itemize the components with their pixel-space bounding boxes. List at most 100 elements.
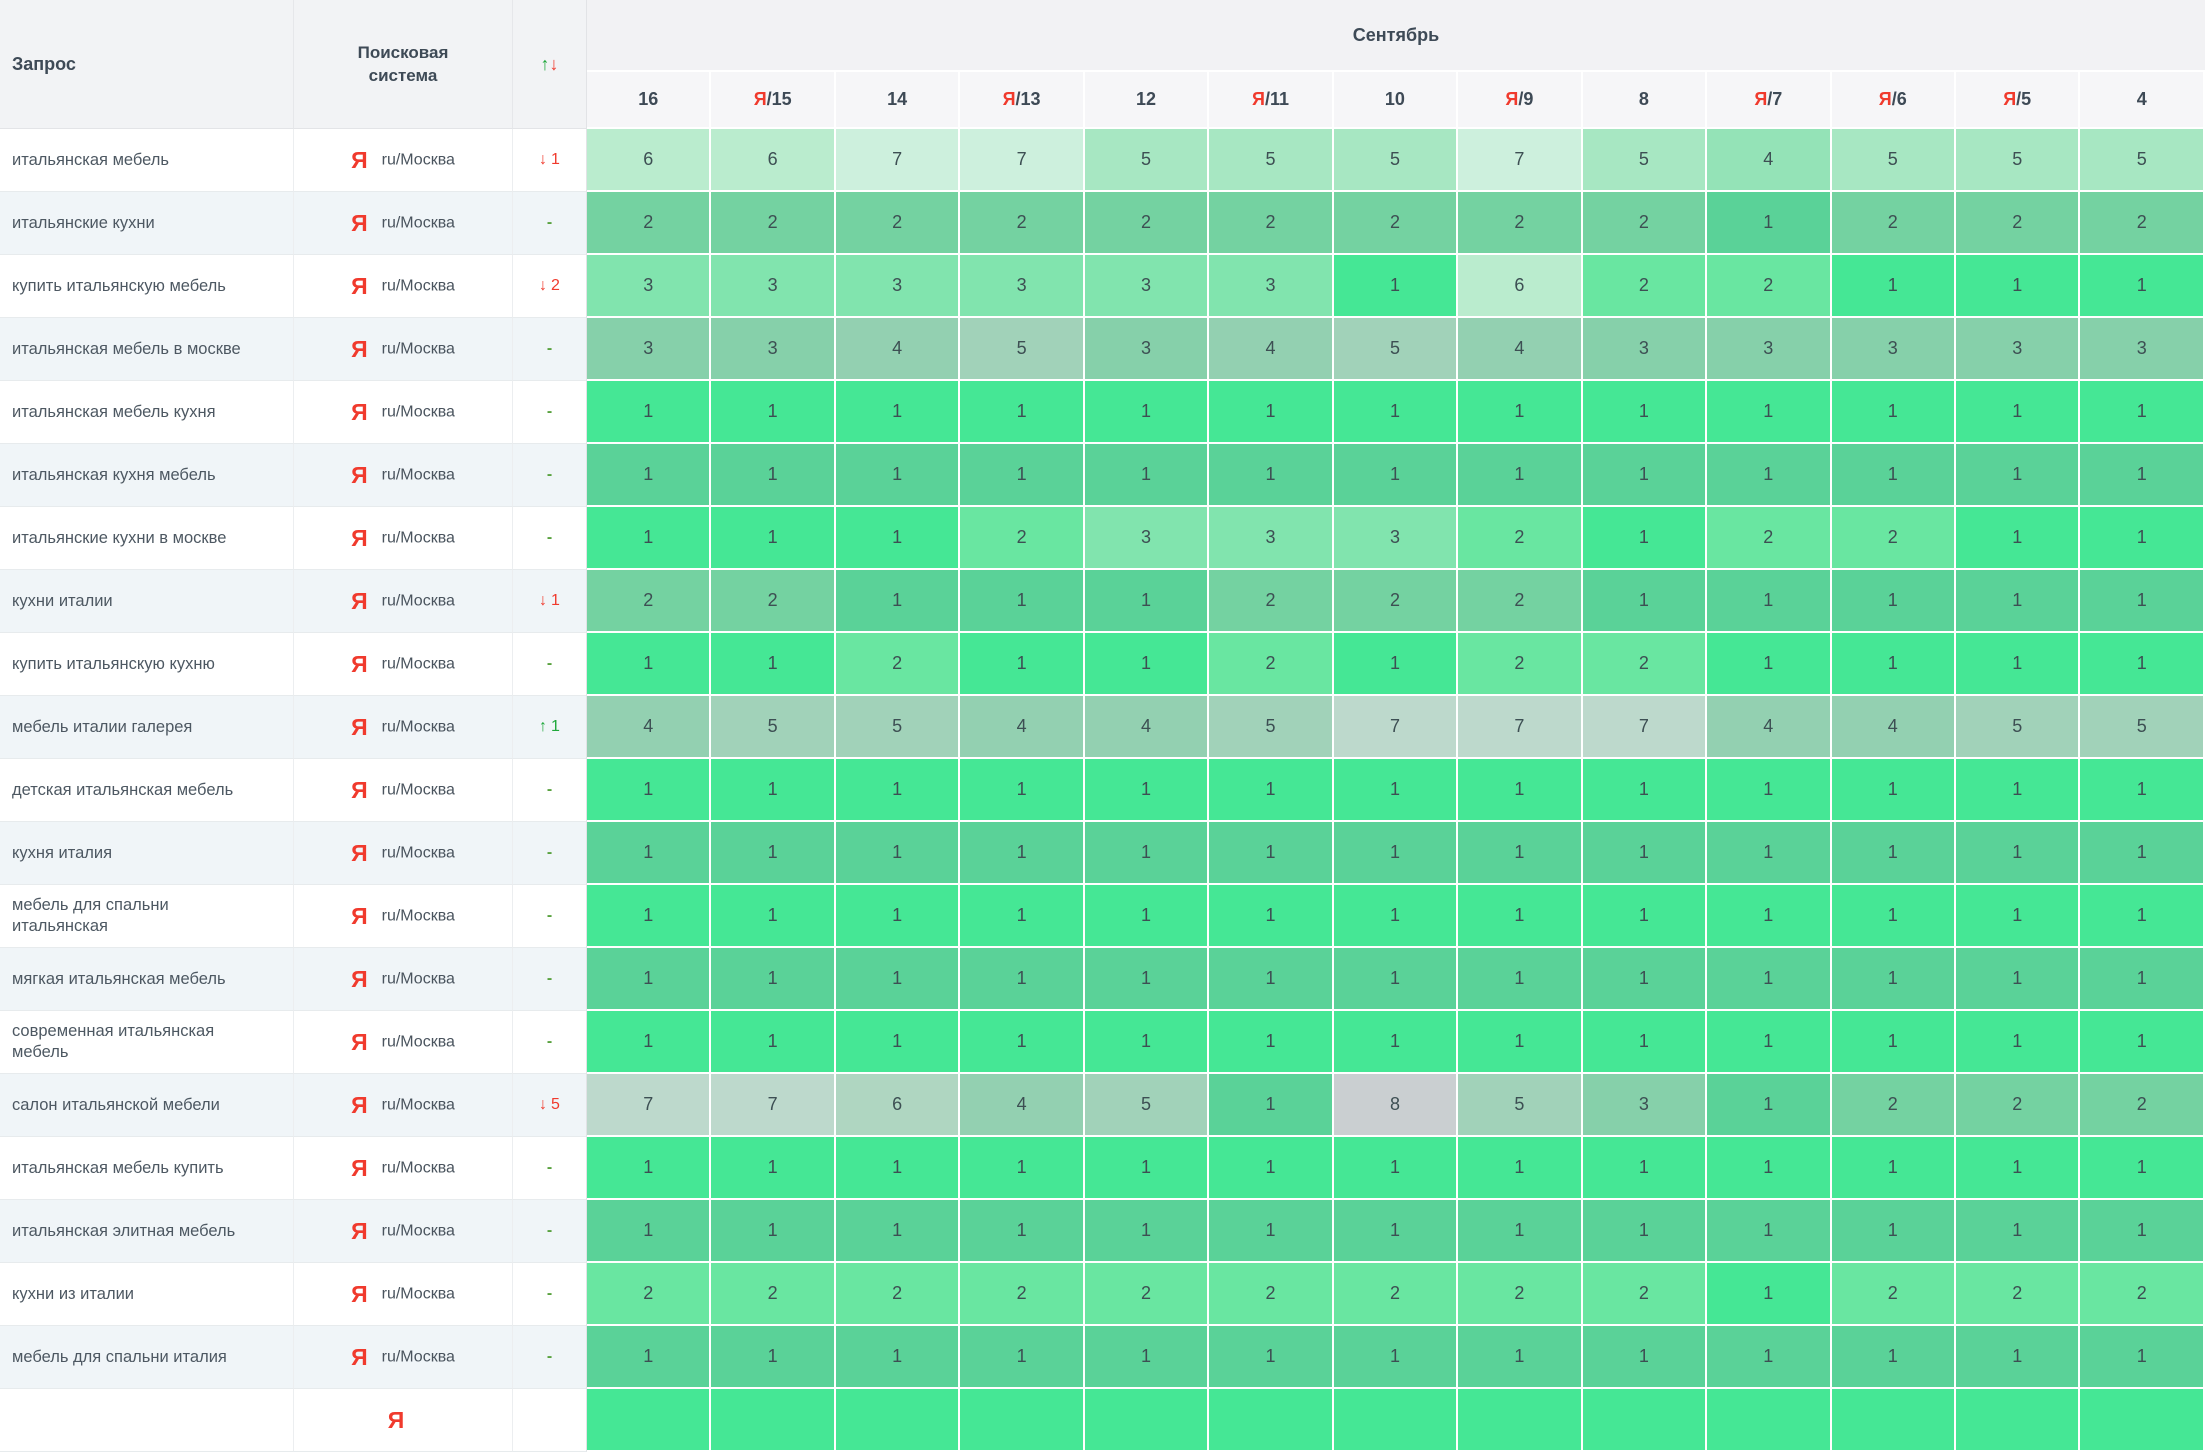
position-cell[interactable]: 7 [1458, 696, 1583, 759]
position-cell[interactable]: 4 [835, 318, 961, 381]
date-column-header-yandex-update[interactable]: Я/15 [711, 70, 836, 129]
position-cell[interactable]: 5 [2080, 129, 2205, 192]
position-cell[interactable]: 1 [835, 570, 961, 633]
position-cell[interactable] [1458, 1389, 1583, 1452]
date-column-header[interactable]: 4 [2080, 70, 2205, 129]
position-cell[interactable]: 5 [711, 696, 836, 759]
position-cell[interactable]: 3 [711, 318, 836, 381]
query-cell[interactable]: итальянская мебель в москве [0, 318, 293, 381]
date-column-header-yandex-update[interactable]: Я/5 [1955, 70, 2081, 129]
position-cell[interactable]: 1 [2080, 1200, 2205, 1263]
position-cell[interactable]: 2 [1209, 570, 1334, 633]
position-cell[interactable]: 7 [711, 1074, 836, 1137]
position-cell[interactable]: 1 [2080, 1137, 2205, 1200]
position-cell[interactable]: 5 [1084, 129, 1210, 192]
position-cell[interactable]: 1 [835, 381, 961, 444]
position-cell[interactable]: 1 [1707, 1200, 1832, 1263]
position-cell[interactable]: 1 [1582, 570, 1708, 633]
position-cell[interactable] [1707, 1389, 1832, 1452]
position-cell[interactable]: 4 [1707, 129, 1832, 192]
position-cell[interactable]: 4 [1209, 318, 1334, 381]
query-cell[interactable]: итальянская кухня мебель [0, 444, 293, 507]
position-cell[interactable]: 1 [1582, 381, 1708, 444]
position-cell[interactable]: 1 [960, 570, 1085, 633]
position-cell[interactable]: 1 [960, 1011, 1085, 1074]
position-cell[interactable]: 1 [1084, 759, 1210, 822]
position-cell[interactable]: 7 [1458, 129, 1583, 192]
position-cell[interactable]: 1 [587, 948, 712, 1011]
position-cell[interactable]: 7 [587, 1074, 712, 1137]
position-cell[interactable]: 1 [960, 1200, 1085, 1263]
date-column-header[interactable]: 16 [587, 70, 712, 129]
query-cell[interactable]: детская итальянская мебель [0, 759, 293, 822]
position-cell[interactable]: 1 [835, 822, 961, 885]
date-column-header[interactable]: 14 [835, 70, 961, 129]
position-cell[interactable]: 5 [1955, 696, 2081, 759]
position-cell[interactable]: 1 [2080, 1326, 2205, 1389]
date-column-header-yandex-update[interactable]: Я/11 [1209, 70, 1334, 129]
query-cell[interactable]: итальянская элитная мебель [0, 1200, 293, 1263]
position-cell[interactable]: 1 [1955, 1137, 2081, 1200]
position-cell[interactable]: 5 [1209, 129, 1334, 192]
position-cell[interactable]: 1 [1582, 948, 1708, 1011]
position-cell[interactable] [1582, 1389, 1708, 1452]
position-cell[interactable]: 1 [835, 1200, 961, 1263]
position-cell[interactable]: 1 [1955, 948, 2081, 1011]
position-cell[interactable]: 2 [711, 192, 836, 255]
position-cell[interactable]: 3 [1084, 318, 1210, 381]
position-cell[interactable] [1333, 1389, 1459, 1452]
position-cell[interactable]: 6 [1458, 255, 1583, 318]
position-cell[interactable]: 1 [587, 1326, 712, 1389]
position-cell[interactable]: 5 [1209, 696, 1334, 759]
position-cell[interactable]: 1 [1707, 570, 1832, 633]
position-cell[interactable]: 1 [2080, 948, 2205, 1011]
position-cell[interactable]: 1 [1831, 444, 1956, 507]
position-cell[interactable]: 5 [1333, 318, 1459, 381]
position-cell[interactable]: 1 [1209, 381, 1334, 444]
position-cell[interactable]: 1 [1955, 1200, 2081, 1263]
position-cell[interactable]: 2 [1458, 1263, 1583, 1326]
position-cell[interactable]: 1 [960, 1326, 1085, 1389]
position-cell[interactable]: 2 [1955, 1074, 2081, 1137]
position-cell[interactable]: 4 [1707, 696, 1832, 759]
position-cell[interactable]: 2 [1084, 1263, 1210, 1326]
position-cell[interactable]: 5 [2080, 696, 2205, 759]
position-cell[interactable]: 5 [835, 696, 961, 759]
position-cell[interactable]: 1 [960, 444, 1085, 507]
position-cell[interactable]: 3 [1707, 318, 1832, 381]
position-cell[interactable]: 1 [1333, 948, 1459, 1011]
position-cell[interactable]: 1 [1458, 1137, 1583, 1200]
position-cell[interactable]: 1 [1707, 1326, 1832, 1389]
position-cell[interactable]: 2 [960, 192, 1085, 255]
query-cell[interactable]: мягкая итальянская мебель [0, 948, 293, 1011]
date-column-header-yandex-update[interactable]: Я/13 [960, 70, 1085, 129]
position-cell[interactable]: 1 [835, 507, 961, 570]
position-cell[interactable]: 4 [960, 696, 1085, 759]
position-cell[interactable]: 1 [960, 633, 1085, 696]
position-cell[interactable]: 1 [587, 1011, 712, 1074]
position-cell[interactable]: 2 [1831, 192, 1956, 255]
position-cell[interactable]: 2 [1209, 1263, 1334, 1326]
position-cell[interactable]: 4 [1458, 318, 1583, 381]
position-cell[interactable] [1209, 1389, 1334, 1452]
position-cell[interactable]: 1 [587, 381, 712, 444]
position-cell[interactable]: 4 [1831, 696, 1956, 759]
position-cell[interactable]: 2 [960, 1263, 1085, 1326]
position-cell[interactable]: 2 [711, 1263, 836, 1326]
position-cell[interactable]: 1 [1333, 1200, 1459, 1263]
position-cell[interactable]: 3 [1955, 318, 2081, 381]
position-cell[interactable]: 1 [1955, 822, 2081, 885]
position-cell[interactable]: 1 [1333, 1011, 1459, 1074]
position-cell[interactable]: 1 [711, 444, 836, 507]
position-cell[interactable]: 1 [835, 948, 961, 1011]
position-cell[interactable]: 1 [2080, 822, 2205, 885]
position-cell[interactable]: 1 [2080, 381, 2205, 444]
position-cell[interactable]: 1 [835, 759, 961, 822]
position-cell[interactable]: 2 [1831, 507, 1956, 570]
position-cell[interactable]: 3 [960, 255, 1085, 318]
position-cell[interactable]: 1 [1707, 381, 1832, 444]
position-cell[interactable]: 2 [835, 192, 961, 255]
position-cell[interactable]: 1 [1707, 1074, 1832, 1137]
position-cell[interactable]: 1 [835, 1326, 961, 1389]
position-cell[interactable]: 1 [711, 1011, 836, 1074]
